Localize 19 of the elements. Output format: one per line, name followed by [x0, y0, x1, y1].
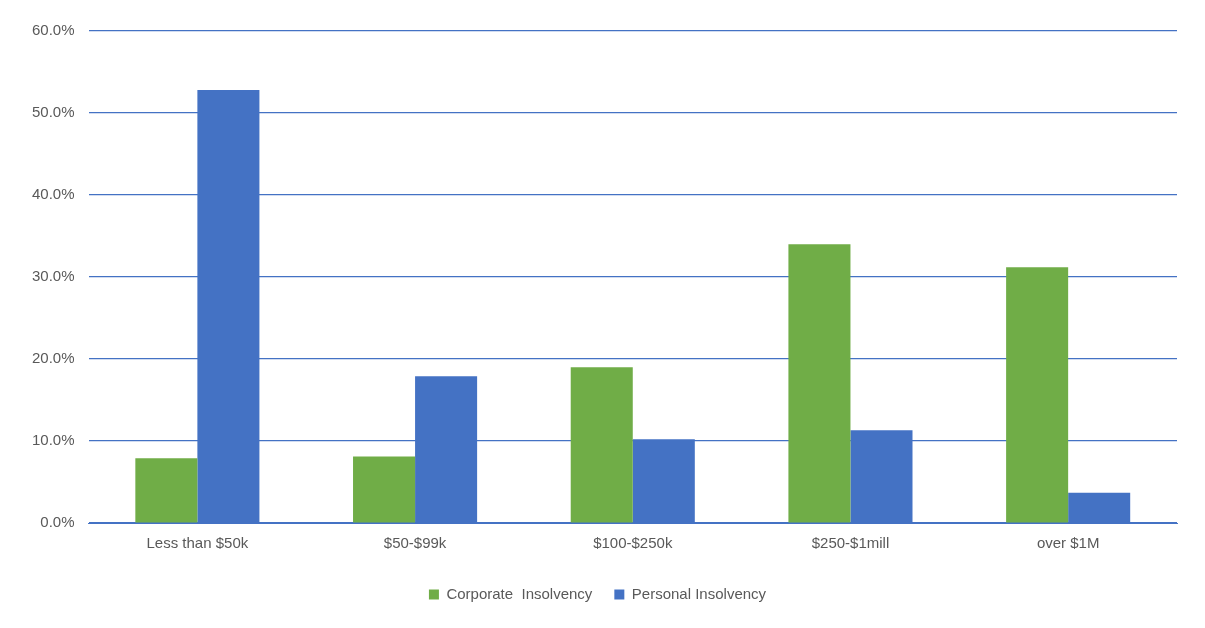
bar — [353, 456, 416, 523]
legend-label: Corporate Insolvency — [446, 584, 593, 602]
legend-label: Personal Insolvency — [631, 584, 767, 602]
x-tick-label: $50-$99k — [383, 534, 447, 552]
bar — [788, 244, 851, 523]
x-tick-label: $250-$1mill — [811, 534, 890, 552]
y-tick-label: 10.0% — [31, 431, 75, 449]
y-tick-label: 20.0% — [31, 349, 75, 367]
y-tick-label: 30.0% — [31, 267, 75, 285]
y-tick-label: 0.0% — [40, 513, 75, 531]
y-tick-label: 40.0% — [31, 185, 75, 203]
x-tick-label: over $1M — [1036, 534, 1100, 552]
y-tick-label: 60.0% — [31, 21, 75, 39]
bar — [570, 367, 633, 523]
x-tick-label: Less than $50k — [146, 534, 249, 552]
bar — [135, 458, 198, 523]
y-tick-label: 50.0% — [31, 103, 75, 121]
bar — [1006, 267, 1069, 523]
x-tick-label: $100-$250k — [593, 534, 673, 552]
